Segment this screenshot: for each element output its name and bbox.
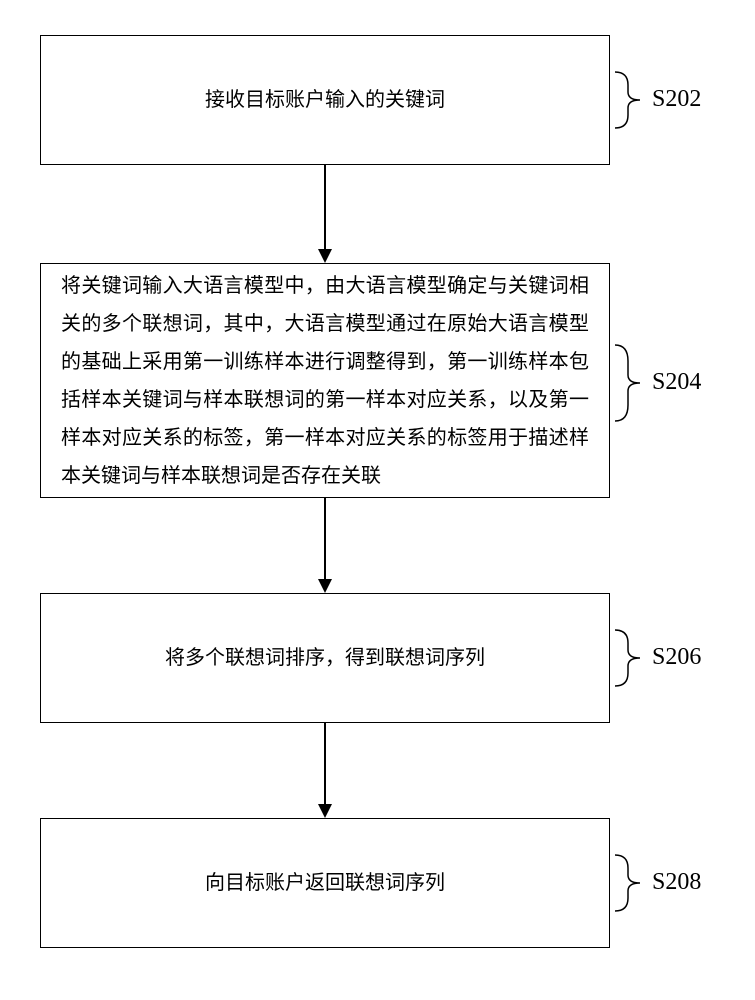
flow-node-text: 将多个联想词排序，得到联想词序列 bbox=[165, 639, 485, 677]
brace-icon bbox=[610, 853, 650, 913]
arrow-head-icon bbox=[318, 579, 332, 593]
flow-node-text: 向目标账户返回联想词序列 bbox=[205, 864, 445, 902]
flow-node-s208: 向目标账户返回联想词序列 bbox=[40, 818, 610, 948]
flow-node-s202: 接收目标账户输入的关键词 bbox=[40, 35, 610, 165]
step-label-s204: S204 bbox=[652, 369, 701, 396]
flow-node-s206: 将多个联想词排序，得到联想词序列 bbox=[40, 593, 610, 723]
flow-node-s204: 将关键词输入大语言模型中，由大语言模型确定与关键词相关的多个联想词，其中，大语言… bbox=[40, 263, 610, 498]
step-label-s208: S208 bbox=[652, 869, 701, 896]
step-label-s206: S206 bbox=[652, 644, 701, 671]
flow-node-text: 将关键词输入大语言模型中，由大语言模型确定与关键词相关的多个联想词，其中，大语言… bbox=[61, 267, 589, 495]
brace-icon bbox=[610, 343, 650, 423]
arrow-line bbox=[324, 723, 326, 804]
arrow-line bbox=[324, 165, 326, 249]
arrow-head-icon bbox=[318, 804, 332, 818]
arrow-line bbox=[324, 498, 326, 579]
brace-icon bbox=[610, 628, 650, 688]
flow-node-text: 接收目标账户输入的关键词 bbox=[205, 81, 445, 119]
step-label-s202: S202 bbox=[652, 86, 701, 113]
brace-icon bbox=[610, 70, 650, 130]
flowchart-canvas: 接收目标账户输入的关键词 S202 将关键词输入大语言模型中，由大语言模型确定与… bbox=[0, 0, 755, 1000]
arrow-head-icon bbox=[318, 249, 332, 263]
